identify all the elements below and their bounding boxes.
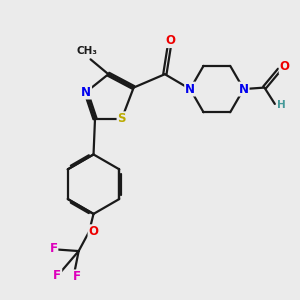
Text: O: O [165,34,175,47]
Text: F: F [73,270,81,284]
Text: S: S [118,112,126,125]
Text: N: N [238,82,249,96]
Text: CH₃: CH₃ [76,46,98,56]
Text: H: H [277,100,286,110]
Text: O: O [280,60,290,73]
Text: O: O [88,225,98,238]
Text: N: N [81,85,91,98]
Text: N: N [185,82,195,96]
Text: F: F [50,242,57,255]
Text: F: F [53,269,61,282]
